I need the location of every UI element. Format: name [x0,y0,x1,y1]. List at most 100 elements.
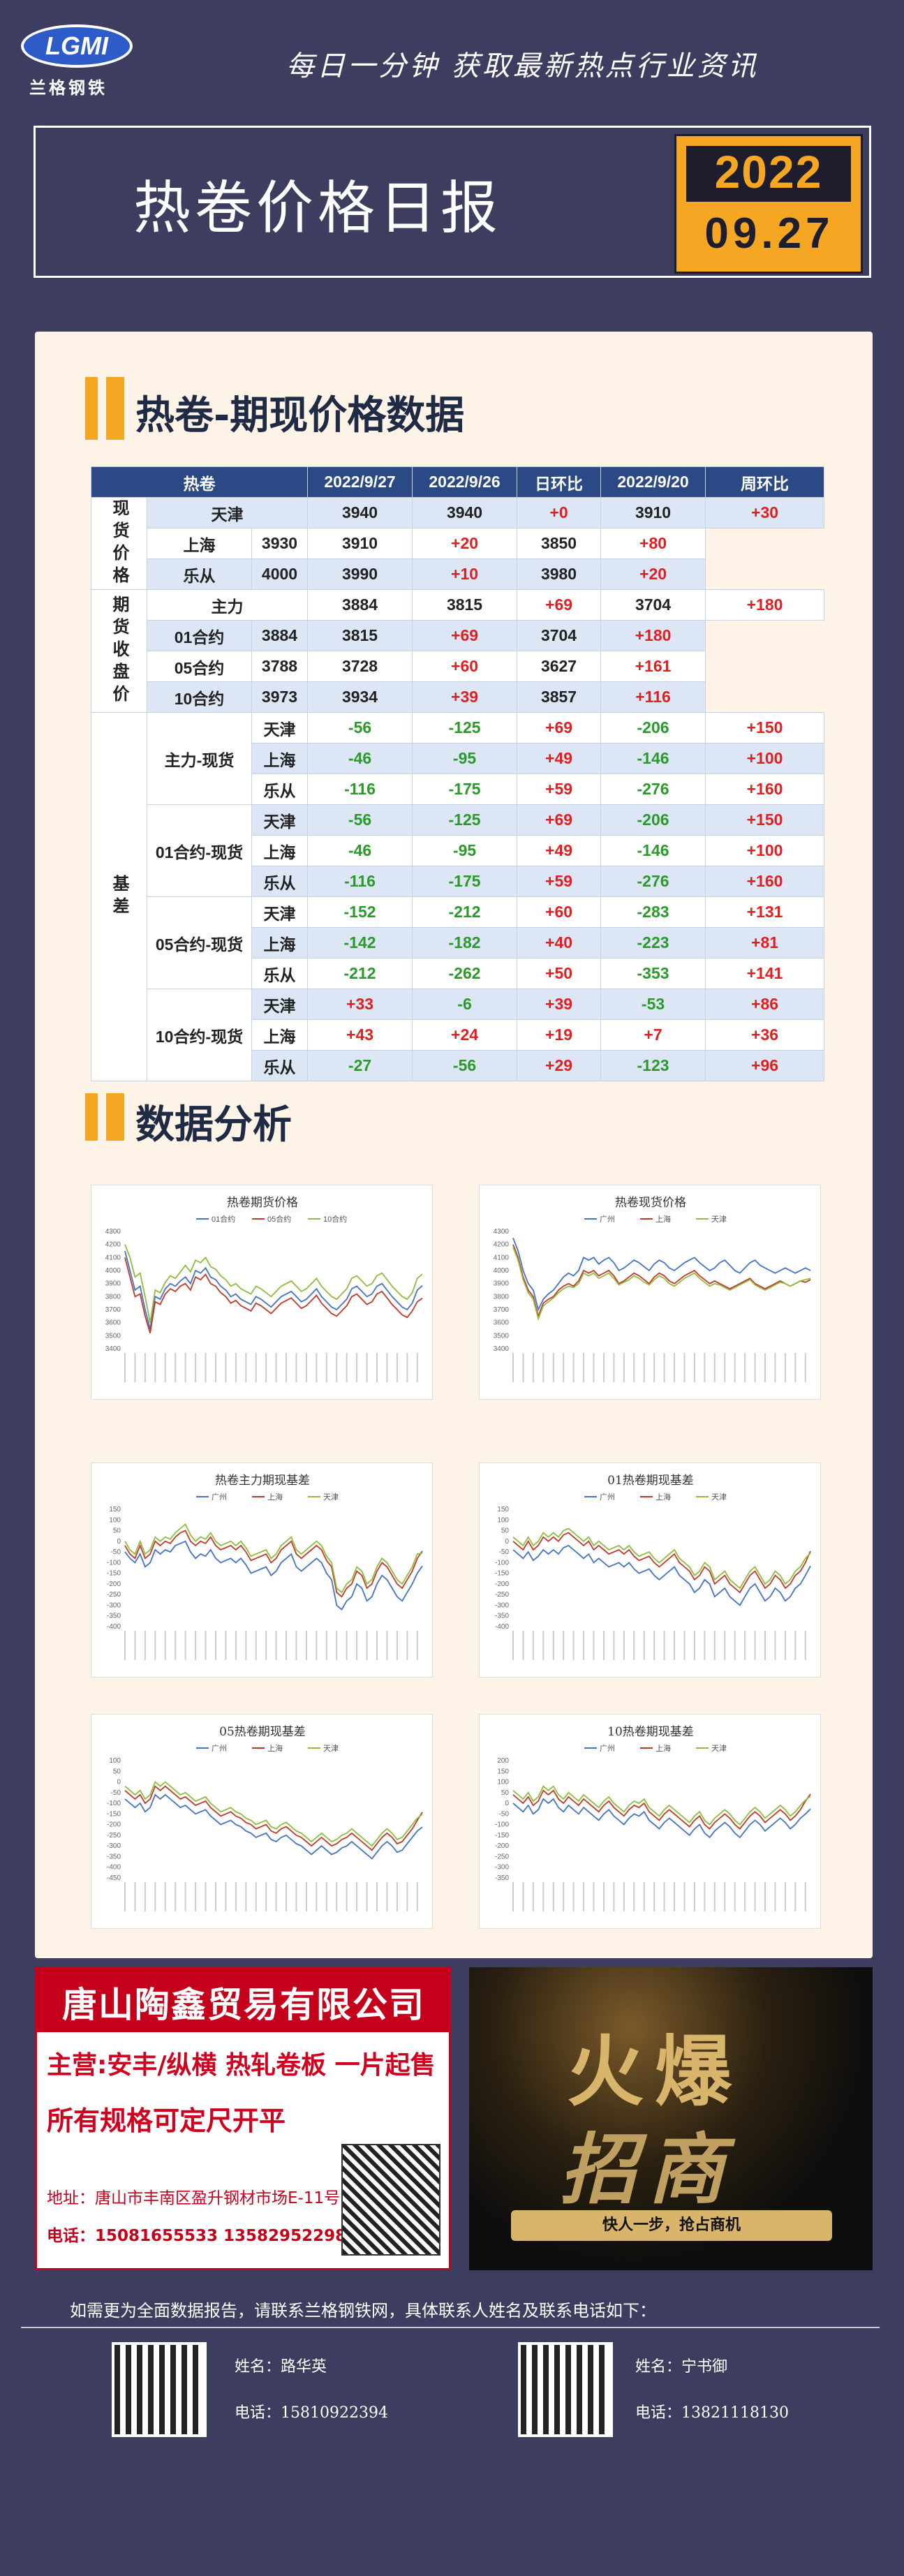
x-tick-mark [325,1631,327,1660]
x-tick-mark [583,1353,585,1382]
y-tick-label: 4100 [105,1254,121,1261]
series-line [512,1785,811,1826]
table-cell: -116 [307,866,413,897]
y-tick-label: 50 [501,1789,510,1797]
ad-banner-left[interactable]: 唐山陶鑫贸易有限公司 主营:安丰/纵横 热轧卷板 一片起售 所有规格可定尺开平 … [35,1967,451,2270]
table-cell: 3990 [307,558,413,590]
price-table-wrap: 热卷 2022/9/27 2022/9/26 日环比 2022/9/20 周环比… [90,466,825,1081]
table-cell: 3940 [412,497,518,528]
x-tick-mark [754,1353,756,1382]
table-cell: +7 [600,1019,706,1051]
row-label: 主力 [146,589,309,621]
x-tick-mark [184,1882,186,1911]
x-tick-mark [134,1353,136,1382]
x-tick-mark [602,1882,605,1911]
x-tick-mark [693,1353,695,1382]
x-tick-mark [563,1631,565,1660]
row-label: 天津 [251,989,309,1020]
y-tick-label: 0 [117,1779,121,1786]
row-label: 01合约 [147,620,252,651]
series-line [124,1530,423,1598]
x-tick-mark [195,1882,197,1911]
table-cell: +43 [307,1019,413,1051]
basis-block-label: 01合约-现货 [147,804,252,897]
x-tick-mark [214,1631,216,1660]
x-tick-mark [164,1353,166,1382]
x-tick-mark [542,1882,544,1911]
table-row: 期货收盘价 主力 3884 3815 +69 3704 +180 [91,589,825,713]
x-tick-mark [286,1882,288,1911]
table-cell: +100 [705,835,825,866]
ad-address: 地址：唐山市丰南区盈升钢材市场E-11号 [47,2189,341,2207]
table-cell: 3728 [307,651,413,682]
table-cell: +150 [705,804,825,836]
x-tick-mark [255,1882,257,1911]
x-tick-mark [376,1631,378,1660]
header: LGMI 兰格钢铁 每日一分钟 获取最新热点行业资讯 热卷价格日报 2022 0… [0,0,904,314]
x-tick-mark [593,1882,595,1911]
table-cell: +60 [517,896,602,928]
y-tick-label: -300 [107,1842,121,1850]
table-cell: -175 [412,866,518,897]
y-tick-label: -400 [107,1864,121,1872]
legend-label: 广州 [212,1744,227,1753]
table-cell: 3815 [307,620,413,651]
section-marker [106,377,124,440]
x-tick-mark [214,1353,216,1382]
y-tick-label: 3500 [105,1332,121,1340]
table-cell: -146 [600,835,706,866]
x-tick-mark [744,1631,746,1660]
row-label: 10合约 [147,681,252,713]
legend-label: 01合约 [212,1214,235,1224]
date-month-day: 09.27 [704,209,834,258]
y-tick-label: 150 [109,1506,121,1513]
table-cell: 3850 [517,528,602,559]
y-tick-label: -400 [495,1623,509,1631]
chart-card: 热卷现货价格 广州 上海 天津 4300 4200 4100 4000 3900 3800 3700… [479,1185,821,1400]
x-tick-mark [376,1882,378,1911]
ad-banner-right[interactable]: 火爆 招商 快人一步，抢占商机 [469,1967,873,2270]
x-tick-mark [396,1882,398,1911]
y-tick-label: -150 [107,1570,121,1578]
x-tick-mark [184,1353,186,1382]
x-tick-mark [633,1631,635,1660]
x-tick-mark [346,1882,348,1911]
y-tick-label: 50 [501,1527,510,1535]
x-tick-mark [643,1353,645,1382]
x-tick-mark [754,1631,756,1660]
x-tick-mark [552,1631,554,1660]
table-cell: 3934 [307,681,413,713]
table-cell: 3940 [307,497,413,528]
x-tick-mark [134,1882,136,1911]
footer-note: 如需更为全面数据报告，请联系兰格钢铁网，具体联系人姓名及联系电话如下： [70,2301,656,2320]
table-row: 上海 -142 -182 +40 -223 +81 [91,927,825,958]
y-tick-label: 100 [497,1516,509,1524]
chart-title: 热卷期货价格 [227,1196,298,1210]
x-tick-mark [175,1882,177,1911]
y-tick-label: -50 [499,1810,510,1818]
table-cell: -353 [600,958,706,989]
y-tick-label: -250 [107,1591,121,1599]
x-tick-mark [406,1353,408,1382]
x-tick-mark [804,1882,806,1911]
series-line [512,1244,811,1319]
x-tick-mark [255,1631,257,1660]
table-cell: +80 [600,528,706,559]
table-cell: -175 [412,773,518,805]
ad-main-business: 主营:安丰/纵横 热轧卷板 一片起售 [47,2051,436,2080]
y-tick-label: -300 [495,1864,509,1872]
x-tick-mark [522,1353,524,1382]
table-header: 日环比 [517,466,602,498]
x-tick-mark [235,1882,237,1911]
x-tick-mark [653,1353,655,1382]
y-tick-label: 50 [113,1527,121,1535]
x-tick-mark [683,1631,686,1660]
table-cell: -276 [600,866,706,897]
table-cell: -206 [600,712,706,743]
table-cell: +60 [412,651,518,682]
x-tick-mark [704,1882,706,1911]
table-cell: 3788 [251,651,309,682]
x-tick-mark [144,1882,146,1911]
y-tick-label: 100 [497,1779,509,1786]
table-cell: 3704 [600,589,706,621]
